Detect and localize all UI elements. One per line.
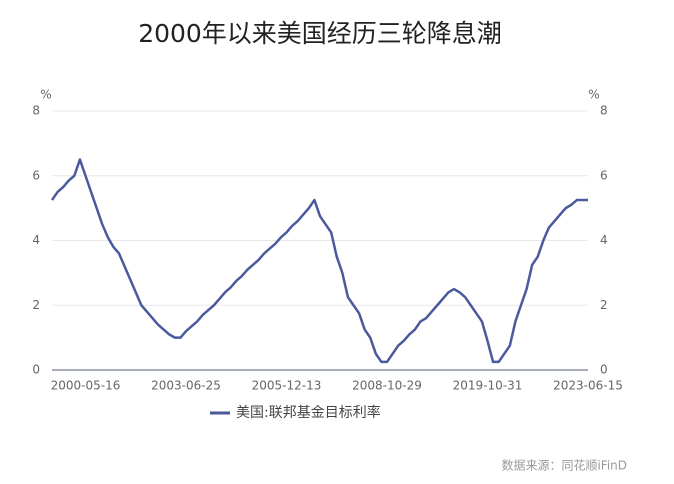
- x-tick-label: 2019-10-31: [453, 379, 523, 393]
- x-tick-label: 2023-06-15: [553, 379, 623, 393]
- y-tick-label: 2: [32, 298, 40, 312]
- x-tick-label: 2005-12-13: [252, 379, 322, 393]
- y2-tick-label: 0: [600, 363, 608, 377]
- y2-unit: %: [588, 88, 599, 102]
- y-tick-label: 4: [32, 233, 40, 247]
- x-tick-label: 2000-05-16: [51, 379, 121, 393]
- chart-title: 2000年以来美国经历三轮降息潮: [138, 19, 502, 48]
- y2-tick-label: 6: [600, 168, 608, 182]
- y2-tick-label: 8: [600, 104, 608, 118]
- line: [50, 158, 588, 364]
- y2-tick-label: 2: [600, 298, 608, 312]
- y-tick-label: 0: [32, 363, 40, 377]
- y2-tick-label: 4: [600, 233, 608, 247]
- y-unit: %: [40, 88, 51, 102]
- legend-label: 美国:联邦基金目标利率: [236, 404, 381, 421]
- y-tick-label: 8: [32, 104, 40, 118]
- y-tick-label: 6: [32, 168, 40, 182]
- source: 数据来源：同花顺iFinD: [501, 458, 627, 473]
- x-tick-label: 2003-06-25: [151, 379, 221, 393]
- x-tick-label: 2008-10-29: [352, 379, 422, 393]
